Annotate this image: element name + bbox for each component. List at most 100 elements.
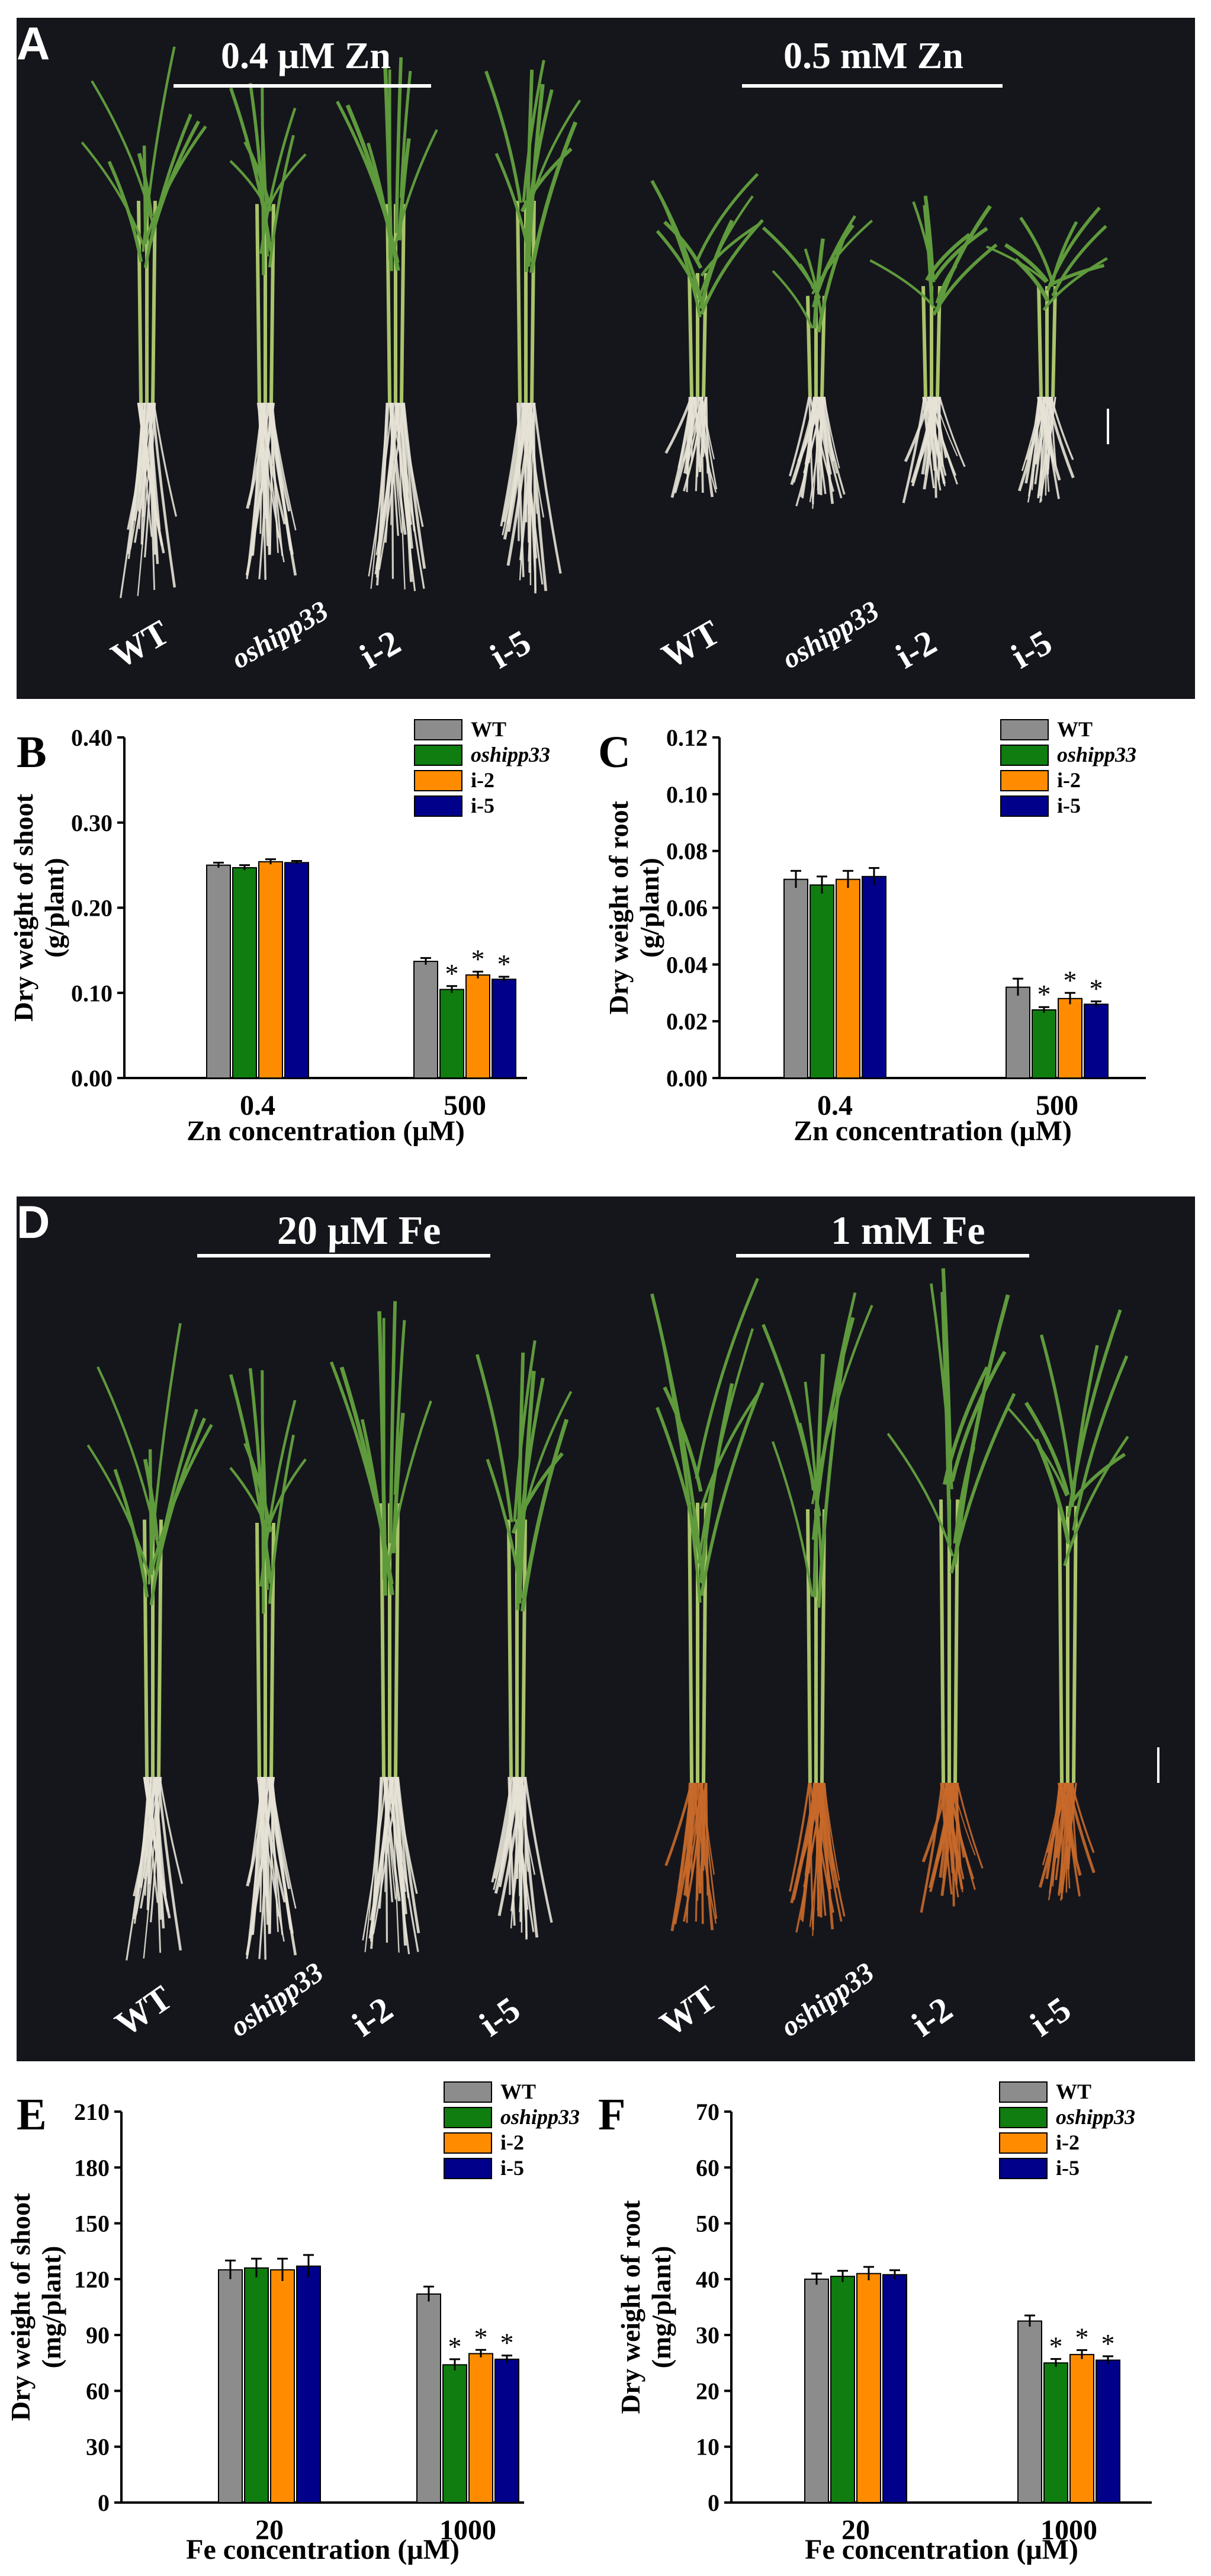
panel-a-label-4: i-5 bbox=[484, 623, 538, 676]
panel-e-legend-swatch bbox=[444, 2107, 492, 2128]
panel-f-significance-star: * bbox=[1075, 2322, 1089, 2353]
panel-b-bar-i-5-0.4 bbox=[284, 862, 309, 1079]
panel-b-bar-WT-0.4 bbox=[206, 864, 231, 1079]
panel-b-legend-swatch bbox=[414, 795, 462, 817]
panel-b-category-label: 500 bbox=[444, 1090, 486, 1121]
panel-b-ytick-label: 0.00 bbox=[71, 1065, 113, 1092]
panel-f-significance-star: * bbox=[1101, 2328, 1115, 2359]
panel-a-label-7: i-2 bbox=[889, 623, 943, 676]
panel-a-plant-7 bbox=[869, 195, 998, 503]
panel-e-category-label: 20 bbox=[255, 2514, 284, 2546]
panel-c-ytick-label: 0.06 bbox=[666, 895, 708, 922]
panel-f-category-label: 20 bbox=[841, 2514, 870, 2546]
panel-a-plant-2 bbox=[229, 83, 307, 580]
panel-d-label-3: i-2 bbox=[345, 1989, 400, 2044]
panel-d-label-6: oshipp33 bbox=[775, 1956, 880, 2043]
panel-b-significance-star: * bbox=[471, 944, 485, 974]
panel-e-ytick-label: 90 bbox=[86, 2322, 110, 2349]
panel-e-ylabel: Dry weight of shoot(mg/plant) bbox=[5, 2193, 66, 2421]
panel-d-photo: D 20 μM Fe 1 mM Fe WT oshipp33 i-2 i-5 WT osh… bbox=[17, 1196, 1195, 2061]
panel-b-bar-i-2-500 bbox=[465, 974, 490, 1079]
panel-c-category-label: 500 bbox=[1036, 1090, 1078, 1121]
panel-b-significance-star: * bbox=[445, 958, 459, 989]
panel-a-label-3: i-2 bbox=[354, 623, 407, 676]
panel-f-ytick-label: 10 bbox=[696, 2434, 719, 2460]
panel-e-legend-swatch bbox=[444, 2158, 492, 2179]
panel-e-bar-i-5-1000 bbox=[494, 2359, 519, 2503]
panel-c-chart: C 0.00 0.02 0.04 0.06 0.08 0.10 0.12 Dry weight … bbox=[598, 705, 1211, 1196]
panel-b-bar-i-5-500 bbox=[492, 979, 516, 1079]
panel-b-chart: B 0.00 0.10 0.20 0.30 0.40 Dry weight of shoot… bbox=[0, 705, 598, 1196]
panel-b-svg: B 0.00 0.10 0.20 0.30 0.40 Dry weight of shoot… bbox=[8, 717, 550, 1147]
panel-d-label-8: i-5 bbox=[1023, 1989, 1078, 2044]
panel-f-ytick-label: 60 bbox=[696, 2154, 719, 2181]
panel-d-plant-3 bbox=[329, 1301, 432, 1955]
panel-e-letter: E bbox=[17, 2090, 47, 2139]
panel-c-bar-oshipp33-0.4 bbox=[810, 884, 834, 1079]
panel-c-bar-WT-0.4 bbox=[783, 878, 808, 1079]
panel-e-significance-star: * bbox=[448, 2331, 462, 2362]
panel-f-legend-label: i-2 bbox=[1056, 2131, 1080, 2154]
panel-c-xlabel: Zn concentration (μM) bbox=[794, 1115, 1072, 1147]
panel-f-legend-label: WT bbox=[1056, 2080, 1091, 2103]
panel-e-significance-star: * bbox=[500, 2328, 514, 2358]
panel-e-ytick-label: 150 bbox=[74, 2211, 110, 2237]
panel-f-bar-oshipp33-1000 bbox=[1043, 2362, 1068, 2503]
panel-b-ytick-label: 0.20 bbox=[71, 895, 113, 922]
panel-b-legend-label: oshipp33 bbox=[471, 743, 550, 766]
panel-e-chart: E 0 30 60 90 120 150 180 210 Dry weight of shoot(… bbox=[0, 2064, 598, 2576]
panel-b-significance-star: * bbox=[497, 949, 511, 979]
panel-a-label-1: WT bbox=[105, 612, 176, 676]
panel-c-bar-i-5-0.4 bbox=[862, 875, 886, 1079]
panel-f-ytick-label: 20 bbox=[696, 2378, 719, 2404]
panel-f-bar-WT-20 bbox=[804, 2278, 829, 2503]
panel-a-plant-5 bbox=[650, 172, 764, 498]
panel-c-significance-star: * bbox=[1064, 965, 1077, 995]
panel-c-ytick-label: 0.00 bbox=[666, 1065, 708, 1092]
panel-d-plants: D 20 μM Fe 1 mM Fe WT oshipp33 i-2 i-5 WT osh… bbox=[17, 1196, 1159, 2044]
panel-e-bar-oshipp33-20 bbox=[244, 2267, 269, 2503]
panel-c-legend-label: oshipp33 bbox=[1057, 743, 1136, 766]
panel-e-bar-WT-20 bbox=[218, 2269, 243, 2503]
panel-b-category-label: 0.4 bbox=[240, 1090, 275, 1121]
panel-f-chart: F 0 10 20 30 40 50 60 70 Dry weight of root(mg/pl… bbox=[598, 2064, 1211, 2576]
panel-d-plant-8 bbox=[1006, 1309, 1129, 1901]
panel-c-legend-swatch bbox=[1000, 770, 1049, 791]
panel-c-ytick-label: 0.02 bbox=[666, 1008, 708, 1035]
panel-c-legend-label: WT bbox=[1057, 717, 1093, 741]
panel-c-ytick-label: 0.12 bbox=[666, 724, 708, 751]
panel-d-plant-2 bbox=[229, 1368, 307, 1960]
panel-e-svg: E 0 30 60 90 120 150 180 210 Dry weight of shoot(… bbox=[5, 2080, 580, 2565]
panel-c-ytick-label: 0.10 bbox=[666, 781, 708, 808]
panel-e-legend-label: i-5 bbox=[500, 2156, 524, 2180]
panel-c-bar-i-5-500 bbox=[1084, 1003, 1109, 1079]
panel-e-ytick-label: 210 bbox=[74, 2099, 110, 2125]
panel-d-letter: D bbox=[17, 1196, 50, 1248]
panel-b-ylabel: Dry weight of shoot(g/plant) bbox=[8, 794, 69, 1022]
panel-a-plant-4 bbox=[484, 60, 582, 594]
panel-c-legend-swatch bbox=[1000, 719, 1049, 740]
panel-c-svg: C 0.00 0.02 0.04 0.06 0.08 0.10 0.12 Dry weight … bbox=[598, 717, 1146, 1147]
panel-a-photo: A 0.4 μM Zn 0.5 mM Zn WT oshipp33 i-2 i-5 WT… bbox=[17, 18, 1195, 699]
panel-f-legend-swatch bbox=[999, 2081, 1048, 2103]
panel-c-letter: C bbox=[598, 727, 631, 777]
panel-e-legend-label: WT bbox=[500, 2080, 536, 2103]
panel-e-ytick-label: 180 bbox=[74, 2154, 110, 2181]
panel-c-bar-i-2-0.4 bbox=[836, 878, 860, 1079]
panel-d-label-2: oshipp33 bbox=[224, 1956, 329, 2043]
panel-f-legend-swatch bbox=[999, 2132, 1048, 2154]
panel-b-legend-swatch bbox=[414, 719, 462, 740]
panel-e-bar-i-5-20 bbox=[296, 2265, 321, 2503]
panel-f-bar-i-2-1000 bbox=[1069, 2354, 1094, 2503]
panel-f-bar-i-5-20 bbox=[882, 2274, 907, 2503]
panel-e-legend-label: i-2 bbox=[500, 2131, 524, 2154]
panel-f-bar-oshipp33-20 bbox=[830, 2276, 855, 2503]
panel-e-bar-i-2-20 bbox=[270, 2269, 295, 2503]
panel-b-legend-label: WT bbox=[471, 717, 506, 741]
panel-f-svg: F 0 10 20 30 40 50 60 70 Dry weight of root(mg/pl… bbox=[598, 2080, 1152, 2565]
panel-a-plant-1 bbox=[81, 46, 207, 598]
panel-c-legend-label: i-5 bbox=[1057, 794, 1081, 817]
panel-e-legend-swatch bbox=[444, 2081, 492, 2103]
panel-e-bar-WT-1000 bbox=[416, 2293, 441, 2503]
panel-f-bar-i-5-1000 bbox=[1096, 2359, 1120, 2504]
